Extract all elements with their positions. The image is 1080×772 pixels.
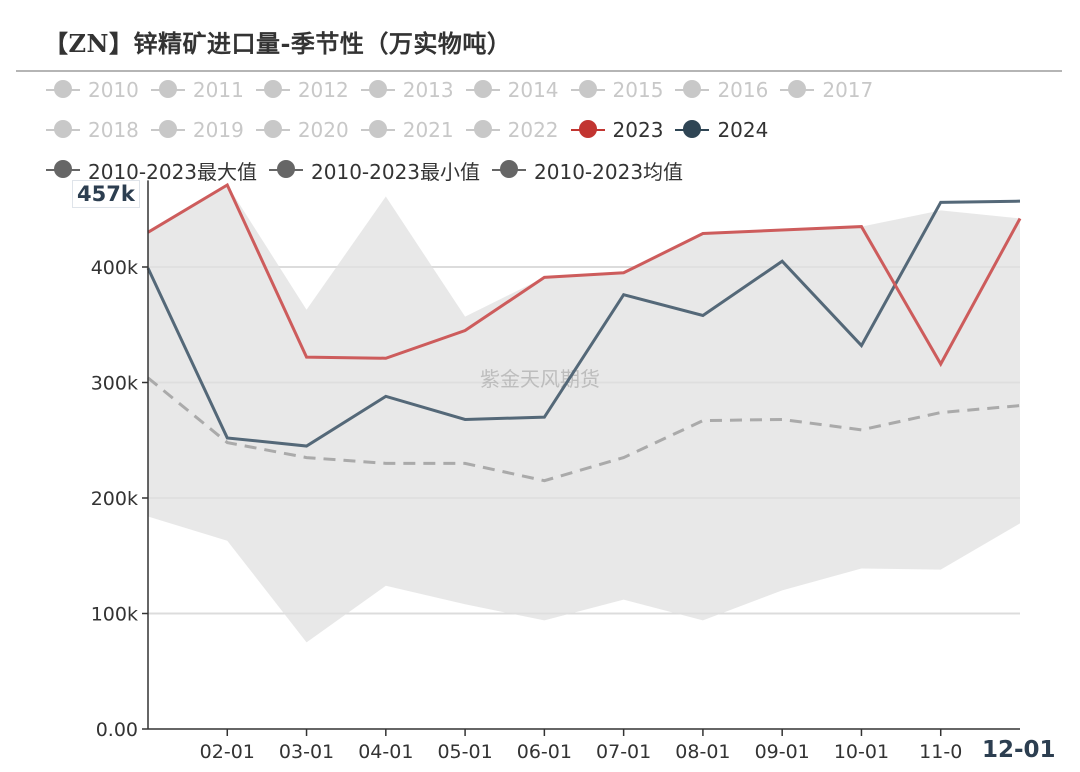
legend-marker-icon [780, 80, 815, 100]
legend-marker-icon [255, 120, 290, 140]
legend-marker-icon [46, 160, 80, 180]
legend-label: 2016 [717, 78, 769, 102]
legend-item-2019[interactable]: 2019 [150, 118, 244, 142]
legend-label: 2018 [88, 118, 139, 142]
legend-item-2014[interactable]: 2014 [465, 78, 559, 102]
legend-label: 2010-2023均值 [534, 159, 684, 184]
legend-marker-icon [492, 160, 527, 180]
x-tick-label: 05-01 [437, 741, 492, 763]
y-tick-label: 0.00 [96, 719, 138, 741]
legend-label: 2012 [297, 78, 349, 102]
legend-marker-icon [150, 120, 185, 140]
legend-item-2018[interactable]: 2018 [46, 118, 139, 142]
legend-marker-icon [360, 120, 395, 140]
legend-label: 2013 [402, 78, 454, 102]
legend-marker-icon [465, 80, 500, 100]
series-2024-line [146, 199, 1021, 448]
legend-item-2010-2023最大值[interactable]: 2010-2023最大值 [46, 156, 257, 185]
x-tick-label: 11-0 [919, 741, 962, 763]
legend-marker-icon [570, 80, 605, 100]
legend-label: 2010-2023最小值 [311, 159, 481, 184]
legend-row-3: 2010-2023最大值 2010-2023最小值 2010-2023均值 [46, 156, 695, 184]
y-tick-label: 200k [91, 488, 138, 510]
legend-item-2012[interactable]: 2012 [255, 78, 349, 102]
legend-marker-icon [465, 120, 500, 140]
y-axis-pointer-label: 457k [72, 180, 140, 208]
series-2023-line [147, 182, 1022, 368]
legend-label: 2015 [612, 78, 664, 102]
legend-item-2010-2023最小值[interactable]: 2010-2023最小值 [269, 156, 480, 185]
legend-item-2023[interactable]: 2023 [570, 118, 664, 142]
legend-item-2013[interactable]: 2013 [360, 78, 454, 102]
legend-label: 2022 [507, 118, 559, 142]
legend-marker-icon [46, 80, 80, 100]
y-tick-label: 100k [91, 604, 138, 626]
x-tick-label: 02-01 [200, 741, 255, 763]
x-tick-label: 07-01 [596, 741, 651, 763]
legend-label: 2020 [297, 118, 349, 142]
legend-label: 2010-2023最大值 [88, 159, 258, 184]
x-tick-label: 09-01 [755, 741, 810, 763]
y-tick-label: 300k [91, 373, 138, 395]
legend-marker-icon [675, 80, 710, 100]
x-tick-label: 03-01 [279, 741, 334, 763]
mean-line [147, 376, 1021, 483]
legend-row-1: 2010 2011 2012 2013 2014 2015 2016 2017 [46, 76, 885, 104]
legend-marker-icon [46, 120, 80, 140]
legend-marker-icon [675, 120, 710, 140]
x-tick-label: 04-01 [358, 741, 413, 763]
legend-marker-icon [150, 80, 185, 100]
watermark: 紫金天风期货 [480, 367, 600, 391]
legend-label: 2019 [192, 118, 244, 142]
legend-marker-icon [570, 120, 605, 140]
legend-label: 2011 [192, 78, 244, 102]
legend-label: 2023 [612, 118, 664, 142]
legend-item-2011[interactable]: 2011 [150, 78, 244, 102]
legend-marker-icon [360, 80, 395, 100]
legend-marker-icon [255, 80, 290, 100]
legend-label: 2010 [88, 78, 139, 102]
x-tick-label: 10-01 [834, 741, 889, 763]
legend-item-2022[interactable]: 2022 [465, 118, 559, 142]
x-tick-label: 06-01 [517, 741, 572, 763]
max-min-band [148, 184, 1020, 643]
legend-label: 2014 [507, 78, 559, 102]
chart-title: 【ZN】锌精矿进口量-季节性（万实物吨） [44, 29, 512, 58]
legend-item-2015[interactable]: 2015 [570, 78, 664, 102]
legend-item-2010[interactable]: 2010 [46, 78, 139, 102]
legend-marker-icon [269, 160, 304, 180]
legend-item-2010-2023均值[interactable]: 2010-2023均值 [492, 156, 683, 185]
legend-row-2: 2018 2019 2020 2021 2022 2023 2024 [46, 116, 780, 144]
title-divider [16, 70, 1062, 72]
legend-item-2016[interactable]: 2016 [675, 78, 768, 102]
legend-item-2017[interactable]: 2017 [780, 78, 873, 102]
legend-item-2020[interactable]: 2020 [255, 118, 349, 142]
legend-item-2021[interactable]: 2021 [360, 118, 454, 142]
y-tick-label: 400k [91, 257, 138, 279]
x-tick-label: 08-01 [675, 741, 730, 763]
legend-item-2024[interactable]: 2024 [675, 118, 768, 142]
legend-label: 2017 [822, 78, 874, 102]
x-axis-pointer-label: 12-01 [982, 737, 1056, 763]
legend-label: 2021 [402, 118, 454, 142]
legend-label: 2024 [717, 118, 769, 142]
